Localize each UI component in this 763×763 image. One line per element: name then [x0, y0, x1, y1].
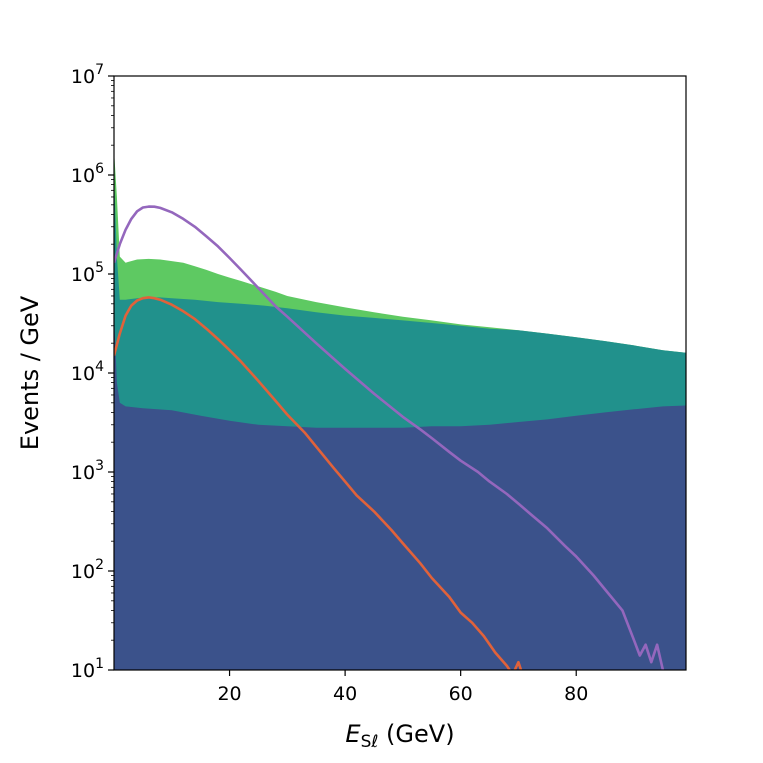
- y-tick-label-4: 105: [71, 260, 104, 286]
- y-tick-label-1: 102: [71, 557, 104, 583]
- y-tick-label-2: 103: [71, 458, 104, 484]
- x-axis-label: ESℓ (GeV): [345, 720, 454, 752]
- x-tick-label-2: 60: [449, 683, 473, 705]
- series-lines: [114, 205, 665, 670]
- x-axis: 20 40 60 80: [217, 670, 588, 705]
- y-tick-label-0: 101: [71, 656, 104, 682]
- series-line-0: [114, 205, 665, 670]
- y-tick-label-6: 107: [71, 62, 104, 88]
- y-tick-label-3: 104: [71, 359, 104, 385]
- stacked-areas: [114, 149, 686, 670]
- x-tick-label-1: 40: [333, 683, 357, 705]
- area-2: [114, 313, 686, 670]
- series-line-1: [114, 296, 523, 670]
- y-axis-label: Events / GeV: [16, 295, 44, 450]
- x-tick-label-0: 20: [217, 683, 241, 705]
- y-tick-label-5: 106: [71, 161, 104, 187]
- y-axis: 101 102 103 104 105 106 107: [71, 62, 114, 682]
- x-tick-label-3: 80: [564, 683, 588, 705]
